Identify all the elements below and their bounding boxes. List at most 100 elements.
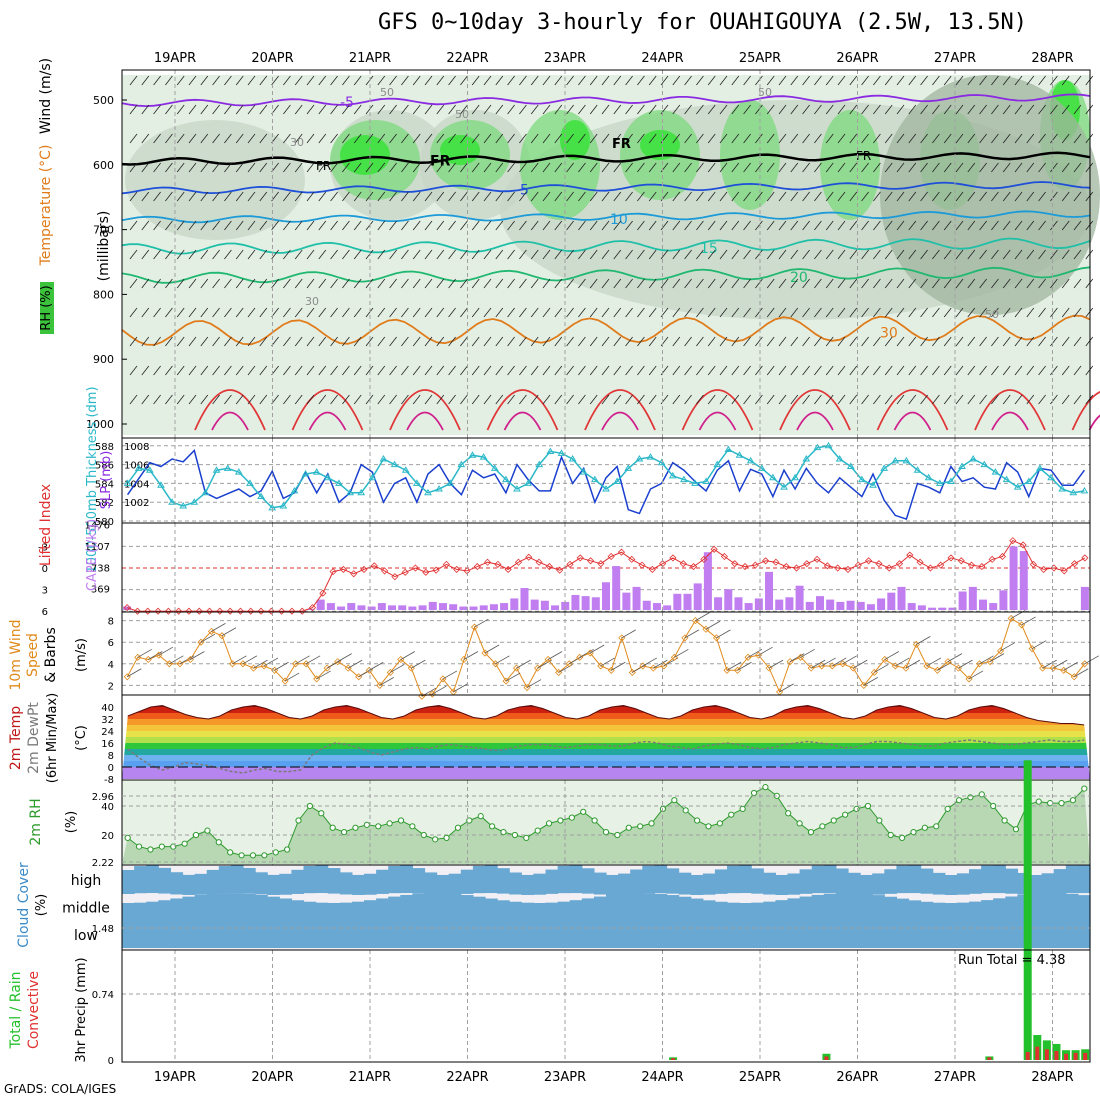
wind-barb [1073,191,1082,202]
wind-barb [200,162,209,173]
rh-contour-label: 50 [455,108,469,121]
wind-barb [530,162,539,173]
temperature-band [122,725,1090,731]
wind-barb [861,104,869,115]
wind-barb [849,75,858,86]
wind-barb [625,162,633,173]
cloud-high-cell [630,869,643,894]
wind-barb [979,394,987,405]
wind-barb [849,191,858,202]
wind-barb [1026,133,1035,144]
wind-barb [377,278,386,289]
wind-barb [731,220,740,231]
wind-barb [436,220,445,231]
slp-point [123,479,132,486]
lifted-index-point [1060,567,1068,575]
wind-barb [188,75,197,86]
wind-barb [330,133,338,144]
slp-point [435,485,443,492]
wind-barb [129,365,138,376]
date-label-top: 24APR [641,51,683,66]
wind-barb [1014,162,1023,173]
wind-barb [259,365,268,376]
wind-barb [802,365,810,376]
lifted-index-point [628,555,636,563]
wind-barb [755,307,763,318]
surface-wind-barb [242,655,258,665]
wind-barb [389,191,397,202]
wind-barb [802,75,810,86]
cloud-high-cell [811,865,825,894]
wind-barb [436,133,445,144]
surface-wind-barb [1074,668,1089,678]
cape-bar [968,586,977,610]
wind-barb [755,249,763,260]
wind-barb [601,104,610,115]
wind-barb [483,278,492,289]
lifted-index-point [484,558,492,566]
wind-barb [790,249,799,260]
slp-point [969,454,978,462]
cloud-high-cell [376,869,389,894]
cloud-middle-cell [569,900,583,920]
wind-barb [1002,278,1011,289]
wind-barb [412,394,421,405]
temperature-band [122,731,1090,737]
y-axis-title: 1000-500mb Thickness (dm) [85,386,100,573]
wind-barb [932,336,940,347]
wind-barb [318,336,327,347]
wind-barb [507,75,515,86]
precip-tick-label: 0 [108,1056,114,1067]
cape-bar [1009,546,1018,610]
cloud-middle-cell [194,894,208,920]
surface-wind-barb [274,661,289,671]
surface-wind-barb [221,627,237,637]
rh-blob [820,110,880,220]
lifted-index-point [432,566,440,574]
lifted-index-point [813,555,821,563]
cape-bar [500,603,509,610]
wind-barb [920,278,928,289]
wind-barb [1014,278,1023,289]
wind-barb [825,336,834,347]
cloud-high-cell [642,865,655,894]
cloud-low-cell [533,920,547,948]
wind-barb [684,336,692,347]
wind-barb [825,365,834,376]
wind-barb [613,249,622,260]
rh-blob [340,135,390,175]
wind-barb [153,249,161,260]
wind-barb [967,133,976,144]
wind-barb [1026,104,1035,115]
lifted-index-point [514,558,523,566]
wind-barb [1085,278,1094,289]
rh-point [500,829,507,836]
wind-barb [1061,162,1070,173]
temperature-contour [121,237,1091,255]
surface-wind-barb [568,655,584,665]
precip-tick-label: 2.22 [92,858,114,869]
slp-point [368,473,377,481]
wind-barb [283,104,291,115]
date-label-top: 19APR [154,51,196,66]
wind-barb [566,75,574,86]
slp-point [179,501,188,509]
lifted-index-point [937,561,945,569]
slp-point [1002,475,1011,483]
wind-barb [200,220,209,231]
wind-barb [271,249,279,260]
wind-barb [424,365,433,376]
cloud-low-cell [243,920,256,948]
cloud-middle-cell [654,893,668,920]
wind-barb [165,133,173,144]
wind-barb [495,394,504,405]
slp-point [835,454,844,462]
rh-point [864,802,872,810]
lifted-index-point [617,548,626,556]
cloud-high-cell [255,872,268,895]
cloud-middle-cell [981,900,994,920]
cloud-high-cell [364,873,377,895]
wind-barb [448,336,456,347]
rh-blob [125,120,305,240]
wind-barb [1085,394,1094,405]
